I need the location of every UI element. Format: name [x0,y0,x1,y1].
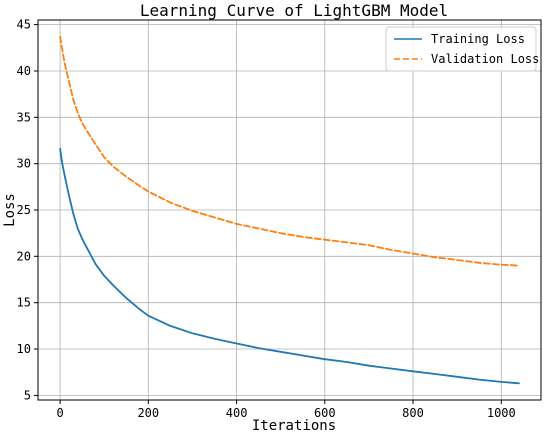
y-tick-label: 15 [17,296,31,310]
grid [38,20,541,400]
legend-label-validation-loss: Validation Loss [431,52,539,66]
y-tick-label: 5 [24,388,31,402]
x-tick-label: 600 [314,406,336,420]
x-axis-title: Iterations [252,418,336,434]
y-tick-label: 30 [17,157,31,171]
legend-label-training-loss: Training Loss [431,32,525,46]
chart-title: Learning Curve of LightGBM Model [140,1,448,20]
x-tick-label: 400 [226,406,248,420]
x-tick-label: 1000 [487,406,516,420]
series-lines [59,35,520,385]
x-tick-label: 800 [402,406,424,420]
y-axis-title: Loss [2,193,18,227]
y-tick-label: 45 [17,18,31,32]
y-tick-label: 35 [17,110,31,124]
y-tick-label: 40 [17,64,31,78]
series-line-training-loss [59,147,520,385]
y-tick-label: 20 [17,249,31,263]
x-tick-label: 0 [56,406,63,420]
legend: Training Loss Validation Loss [385,26,539,72]
y-tick-label: 10 [17,342,31,356]
x-tick-label: 200 [137,406,159,420]
legend-box [385,26,537,72]
series-line-validation-loss [59,35,520,267]
axis-ticks: 0 200 400 600 800 1000 5 10 15 20 25 30 35 40 45 [17,18,516,420]
y-tick-label: 25 [17,203,31,217]
